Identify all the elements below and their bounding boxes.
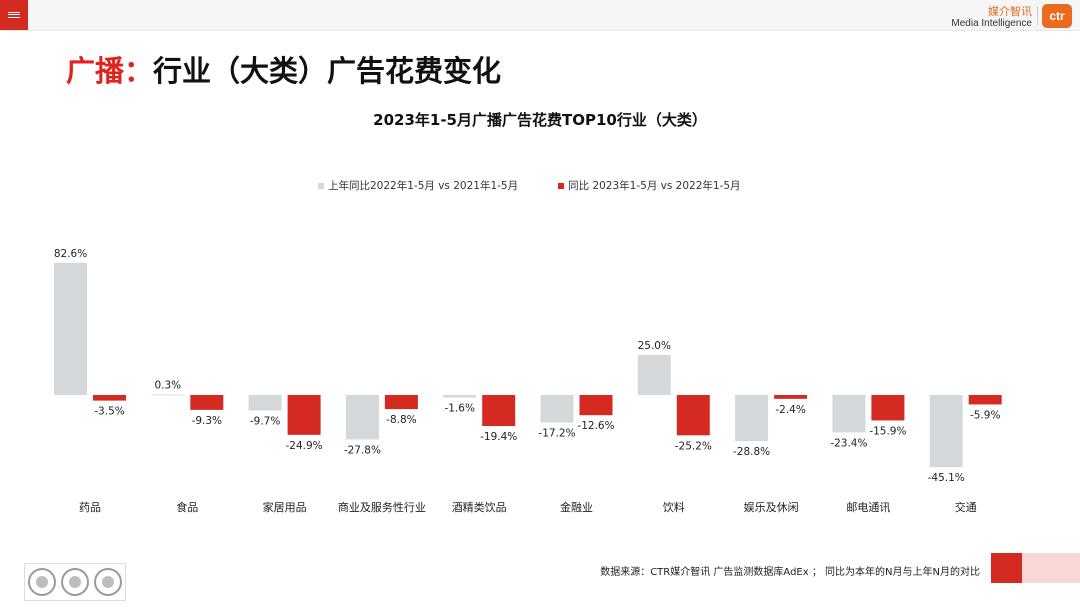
sgs-badge-icon bbox=[94, 568, 123, 596]
bar-this-year bbox=[774, 395, 808, 399]
bar-prev-year bbox=[151, 394, 185, 396]
data-label: -15.9% bbox=[869, 425, 906, 437]
category-label: 药品 bbox=[79, 501, 101, 514]
legend-swatch-gray bbox=[318, 182, 324, 189]
bar-this-year bbox=[871, 395, 905, 421]
data-label: 25.0% bbox=[638, 340, 671, 352]
data-label: 0.3% bbox=[154, 380, 181, 392]
data-label: -12.6% bbox=[577, 420, 614, 432]
data-label: -3.5% bbox=[94, 406, 124, 418]
bar-this-year bbox=[968, 395, 1002, 405]
category-label: 邮电通讯 bbox=[846, 501, 890, 514]
bar-this-year bbox=[482, 395, 516, 427]
category-label: 金融业 bbox=[560, 500, 593, 514]
brand-cn: 媒介智讯 bbox=[988, 5, 1032, 18]
data-label: -2.4% bbox=[775, 404, 805, 416]
brand-en: Media Intelligence bbox=[951, 18, 1032, 29]
category-label: 酒精类饮品 bbox=[452, 500, 507, 514]
bar-chart: 82.6% -3.5% 药品 0.3% -9.3% 食品 -9.7% -24.9% 家居用品 -2… bbox=[54, 248, 1002, 514]
footer-accent-pink bbox=[1022, 553, 1080, 583]
data-source-note: 数据来源：CTR媒介智讯 广告监测数据库AdEx ； 同比为本年的N月与上年N月… bbox=[600, 567, 980, 578]
certification-badges bbox=[24, 563, 126, 601]
legend-item-prev-year: 上年同比2022年1-5月 vs 2021年1-5月 bbox=[318, 178, 518, 193]
bar-prev-year bbox=[345, 395, 379, 440]
data-label: 82.6% bbox=[54, 248, 87, 260]
bar-this-year bbox=[384, 395, 418, 410]
data-label: -9.7% bbox=[250, 416, 280, 428]
bar-this-year bbox=[579, 395, 613, 416]
data-label: -9.3% bbox=[192, 415, 222, 427]
hamburger-menu-icon[interactable] bbox=[0, 0, 28, 30]
bar-prev-year bbox=[929, 395, 963, 468]
bar-this-year bbox=[190, 395, 224, 410]
bar-prev-year bbox=[54, 262, 87, 395]
category-label: 商业及服务性行业 bbox=[338, 500, 426, 514]
brand-text: 媒介智讯 Media Intelligence bbox=[951, 6, 1032, 30]
brand-divider bbox=[1037, 7, 1038, 25]
page-title: 广播：行业（大类）广告花费变化 bbox=[66, 48, 501, 90]
bar-prev-year bbox=[735, 395, 769, 442]
chart-legend: 上年同比2022年1-5月 vs 2021年1-5月 同比 2023年1-5月 … bbox=[318, 178, 781, 193]
bar-prev-year bbox=[637, 355, 671, 395]
category-label: 娱乐及休闲 bbox=[744, 500, 799, 514]
data-label: -23.4% bbox=[830, 437, 867, 449]
data-label: -5.9% bbox=[970, 409, 1000, 421]
legend-swatch-red bbox=[558, 182, 565, 189]
bar-this-year bbox=[93, 395, 126, 401]
category-label: 食品 bbox=[176, 500, 198, 514]
category-label: 饮料 bbox=[663, 500, 685, 514]
chart-title: 2023年1-5月广播广告花费TOP10行业（大类） bbox=[373, 111, 707, 129]
page-title-accent: 广播： bbox=[66, 54, 154, 88]
data-label: -19.4% bbox=[480, 431, 517, 443]
data-label: -17.2% bbox=[538, 428, 575, 440]
bar-this-year bbox=[676, 395, 710, 436]
bar-prev-year bbox=[248, 395, 282, 411]
legend-label-this-year: 同比 2023年1-5月 vs 2022年1-5月 bbox=[568, 180, 741, 192]
data-label: -8.8% bbox=[386, 414, 416, 426]
data-label: -27.8% bbox=[344, 444, 381, 456]
legend-item-this-year: 同比 2023年1-5月 vs 2022年1-5月 bbox=[558, 178, 741, 193]
data-label: -24.9% bbox=[286, 440, 323, 452]
top-bar: 媒介智讯 Media Intelligence ctr bbox=[0, 0, 1080, 31]
bar-prev-year bbox=[443, 395, 477, 398]
ctr-logo: ctr bbox=[1042, 4, 1072, 28]
sgs-badge-icon bbox=[60, 568, 89, 596]
data-label: -45.1% bbox=[928, 472, 965, 484]
legend-label-prev-year: 上年同比2022年1-5月 vs 2021年1-5月 bbox=[328, 180, 519, 192]
data-label: -1.6% bbox=[444, 403, 474, 415]
category-label: 交通 bbox=[955, 500, 977, 514]
page-title-rest: 行业（大类）广告花费变化 bbox=[153, 54, 502, 88]
footer-accent-red bbox=[991, 553, 1022, 583]
data-label: -28.8% bbox=[733, 446, 770, 458]
data-label: -25.2% bbox=[675, 440, 712, 452]
bar-prev-year bbox=[832, 395, 866, 433]
category-label: 家居用品 bbox=[263, 500, 307, 514]
sgs-badge-icon bbox=[27, 568, 56, 596]
bar-this-year bbox=[287, 395, 321, 435]
bar-prev-year bbox=[540, 395, 574, 423]
